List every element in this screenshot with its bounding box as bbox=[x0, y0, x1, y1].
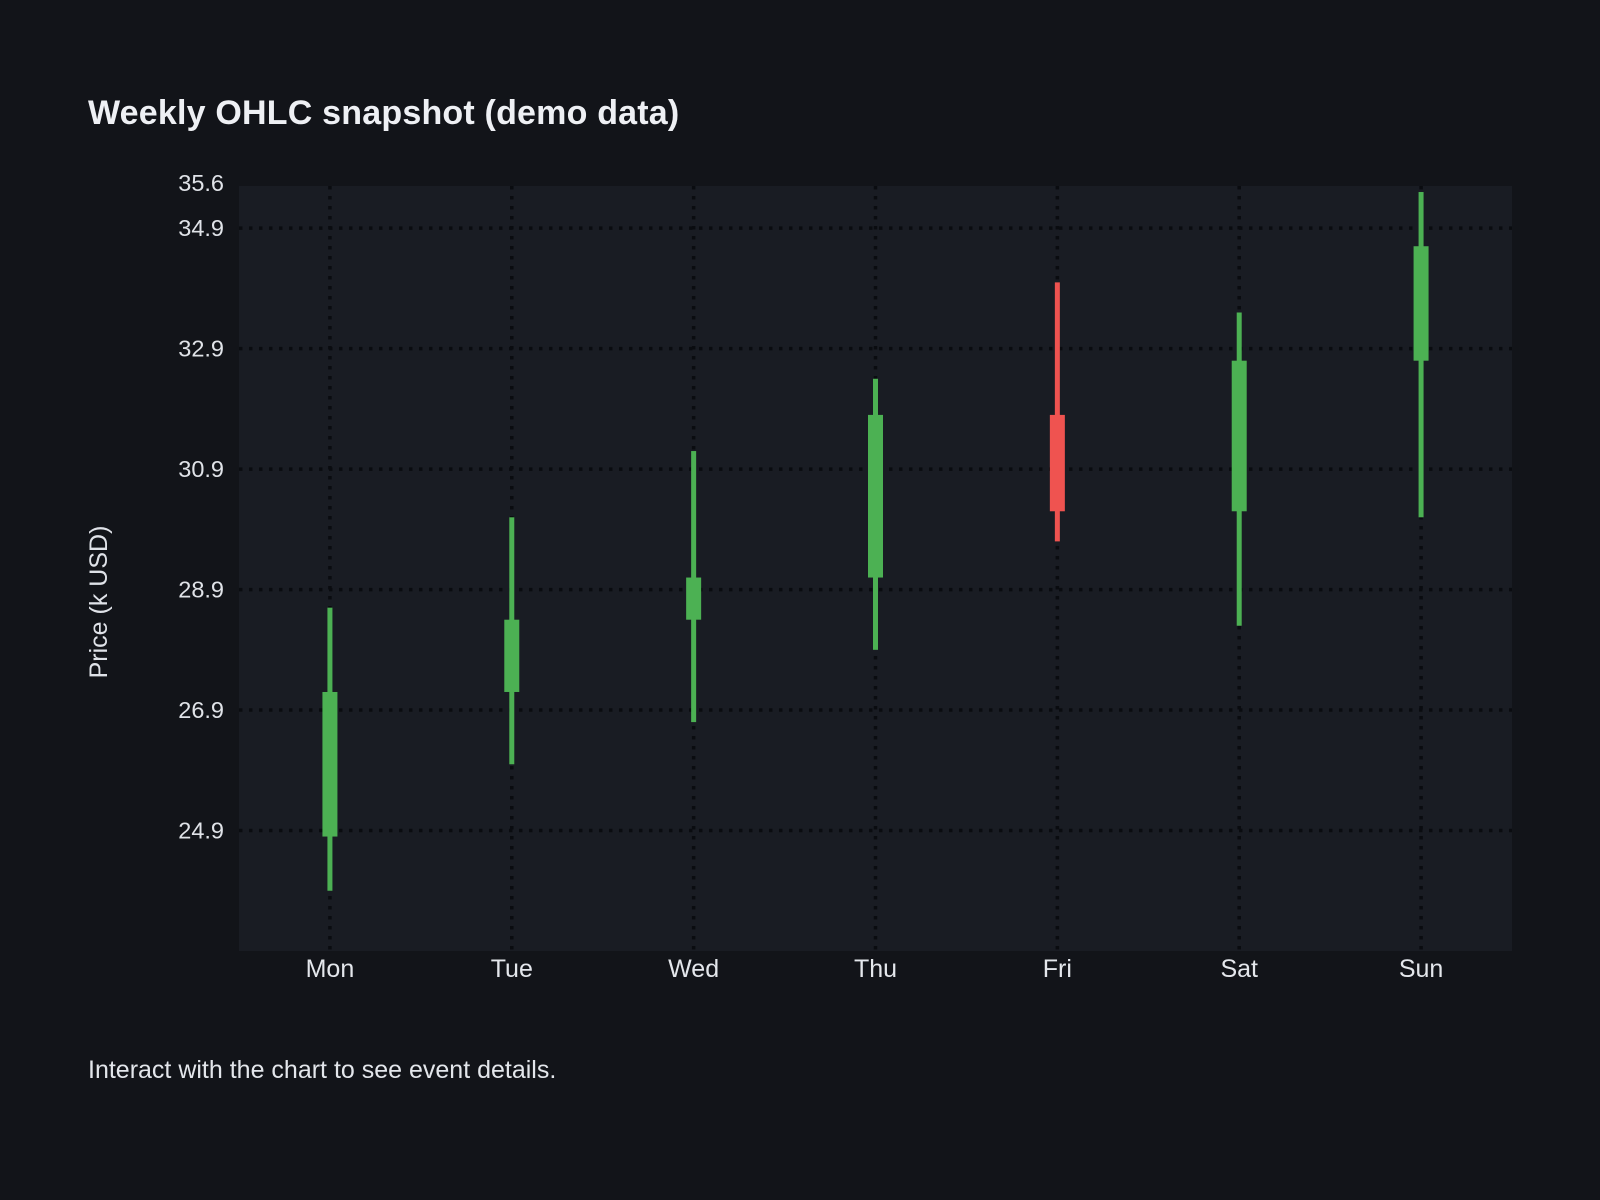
x-axis-label-tue: Tue bbox=[491, 955, 533, 983]
candle-thu[interactable] bbox=[868, 378, 883, 650]
candle-body[interactable] bbox=[1413, 246, 1429, 361]
x-axis-label-thu: Thu bbox=[854, 955, 897, 983]
x-axis-label-wed: Wed bbox=[668, 955, 719, 983]
y-axis-tick-label: 26.9 bbox=[178, 697, 224, 723]
candle-body[interactable] bbox=[868, 414, 883, 578]
x-axis-label-sun: Sun bbox=[1399, 955, 1443, 983]
candle-wick[interactable] bbox=[1054, 282, 1060, 542]
x-axis-label-sat: Sat bbox=[1220, 955, 1258, 983]
candle-sat[interactable] bbox=[1231, 312, 1247, 626]
candle-body[interactable] bbox=[1231, 360, 1247, 512]
candle-body[interactable] bbox=[504, 619, 520, 692]
y-axis-tick-label: 32.9 bbox=[178, 336, 224, 362]
footer-hint-text: Interact with the chart to see event det… bbox=[88, 1056, 557, 1084]
x-axis-label-fri: Fri bbox=[1043, 955, 1072, 983]
candle-body[interactable] bbox=[1049, 414, 1065, 512]
candle-sun[interactable] bbox=[1413, 192, 1429, 518]
x-axis-label-mon: Mon bbox=[306, 955, 355, 983]
y-axis-tick-label: 24.9 bbox=[178, 818, 224, 844]
candle-wed[interactable] bbox=[686, 451, 702, 723]
y-axis-tick-label: 30.9 bbox=[178, 456, 224, 482]
y-axis-name: Price (k USD) bbox=[85, 526, 113, 679]
candle-body[interactable] bbox=[322, 691, 338, 837]
candle-tue[interactable] bbox=[504, 517, 520, 765]
y-axis-max-label: 35.6 bbox=[178, 170, 224, 196]
ohlc-candlestick-chart[interactable]: 35.6 34.9 32.9 30.9 28.9 26.9 24.9 Mon Tue Wed Thu… bbox=[0, 0, 1600, 1030]
candle-body[interactable] bbox=[686, 577, 702, 620]
y-axis-tick-label: 34.9 bbox=[178, 215, 224, 241]
y-axis-tick-label: 28.9 bbox=[178, 577, 224, 603]
chart-title: Weekly OHLC snapshot (demo data) bbox=[88, 94, 680, 132]
candle-mon[interactable] bbox=[322, 607, 338, 891]
candle-fri[interactable] bbox=[1049, 282, 1065, 542]
